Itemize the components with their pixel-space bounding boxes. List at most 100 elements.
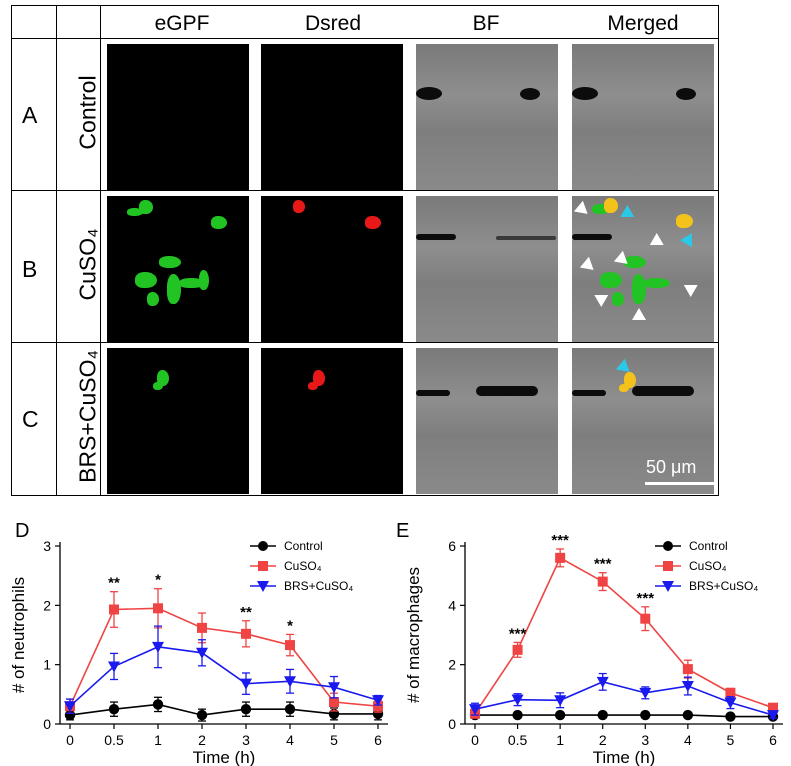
series-line [69, 646, 379, 707]
image-brs-merged [572, 348, 714, 494]
image-cuso4-dsred [261, 196, 403, 342]
data-point [152, 699, 164, 710]
row-condition-brs-cuso4: BRS+CuSO₄ [74, 350, 101, 483]
row-letter-b: B [22, 256, 38, 282]
panel-letter-e: E [396, 520, 410, 542]
image-control-dsred [261, 44, 403, 190]
data-point [284, 703, 296, 715]
image-brs-egfp [107, 348, 249, 494]
image-brs-dsred [261, 348, 403, 494]
data-point [329, 697, 339, 708]
data-point [196, 647, 208, 659]
column-header-merged: Merged [607, 12, 679, 35]
column-header-dsred: Dsred [304, 12, 362, 35]
data-point [596, 676, 609, 688]
x-tick-label: 4 [684, 732, 692, 748]
arrowhead-icon [594, 288, 612, 308]
significance-label: * [287, 617, 293, 634]
scale-bar-label: 50 μm [646, 457, 697, 477]
legend-marker [663, 541, 673, 551]
x-tick-label: 0.5 [104, 732, 124, 748]
data-point [768, 702, 778, 713]
y-axis-label: # of macrophages [404, 567, 423, 703]
row-condition-cuso4: CuSO₄ [74, 228, 101, 301]
data-point [64, 709, 76, 721]
image-control-bf [416, 44, 558, 190]
data-point [597, 709, 608, 721]
x-tick-label: 5 [727, 732, 735, 748]
y-tick-label: 4 [448, 597, 456, 613]
data-point [511, 694, 524, 706]
image-control-egfp [107, 44, 249, 190]
letter-divider [56, 6, 58, 495]
x-tick-label: 4 [286, 732, 294, 748]
data-point [725, 711, 736, 722]
x-tick-label: 0.5 [508, 732, 528, 748]
row-condition-control: Control [74, 75, 101, 150]
x-tick-label: 2 [198, 732, 206, 748]
data-point [240, 678, 252, 690]
data-point [767, 710, 779, 722]
y-tick-label: 0 [448, 716, 456, 732]
x-tick-label: 6 [374, 732, 382, 748]
row-letter-c: C [22, 406, 39, 432]
data-point [682, 664, 693, 675]
x-tick-label: 1 [154, 732, 162, 748]
x-tick-label: 5 [330, 732, 338, 748]
data-point [640, 709, 651, 721]
y-tick-label: 2 [43, 597, 51, 613]
panel-letter-d: D [15, 520, 30, 542]
arrowhead-icon [620, 204, 638, 224]
data-point [555, 552, 566, 563]
data-point [241, 628, 251, 639]
data-point [512, 644, 523, 655]
legend-marker [663, 561, 673, 571]
data-point [284, 676, 296, 688]
significance-label: *** [637, 590, 655, 607]
data-point [109, 604, 119, 615]
condition-divider [100, 6, 102, 495]
y-tick-label: 3 [43, 538, 51, 554]
x-tick-label: 2 [599, 732, 607, 748]
significance-label: * [155, 572, 161, 589]
significance-label: *** [551, 532, 569, 549]
legend-marker [662, 581, 674, 592]
series-line [474, 556, 774, 715]
x-axis-label: Time (h) [193, 748, 256, 766]
arrowhead-icon [579, 256, 599, 276]
data-point [372, 695, 384, 707]
series-line [69, 607, 379, 707]
legend-marker [258, 561, 268, 571]
y-tick-label: 2 [448, 657, 456, 673]
x-tick-label: 0 [66, 732, 74, 748]
data-point [682, 709, 694, 721]
series-line [475, 714, 773, 718]
series-line [69, 703, 378, 716]
data-point [512, 709, 523, 721]
image-cuso4-merged [572, 196, 714, 342]
row-divider-ab [12, 190, 718, 192]
data-point [285, 640, 295, 651]
data-point [108, 661, 120, 673]
y-tick-label: 6 [448, 538, 456, 554]
legend-label: Control [284, 539, 323, 553]
scale-bar [645, 482, 715, 485]
x-tick-label: 6 [769, 732, 777, 748]
data-point [108, 703, 120, 715]
row-letter-a: A [22, 102, 38, 128]
legend-marker [258, 541, 268, 551]
data-point [153, 603, 163, 614]
y-axis-label: # of neutrophils [9, 577, 28, 693]
data-point [240, 703, 252, 715]
x-tick-label: 3 [242, 732, 250, 748]
data-point [554, 695, 567, 707]
column-header-egpf: eGPF [154, 12, 210, 35]
arrowhead-icon [679, 233, 699, 251]
image-control-merged [572, 44, 714, 190]
row-divider-bc [12, 342, 718, 344]
legend-label: CuSO₄ [284, 559, 322, 573]
chart-macrophages: 0 2 4 6 0 0.5 1 2 3 4 5 6 Time (h) # of macrophages **… [404, 532, 783, 766]
data-point [196, 709, 208, 721]
arrowhead-icon [646, 232, 664, 252]
